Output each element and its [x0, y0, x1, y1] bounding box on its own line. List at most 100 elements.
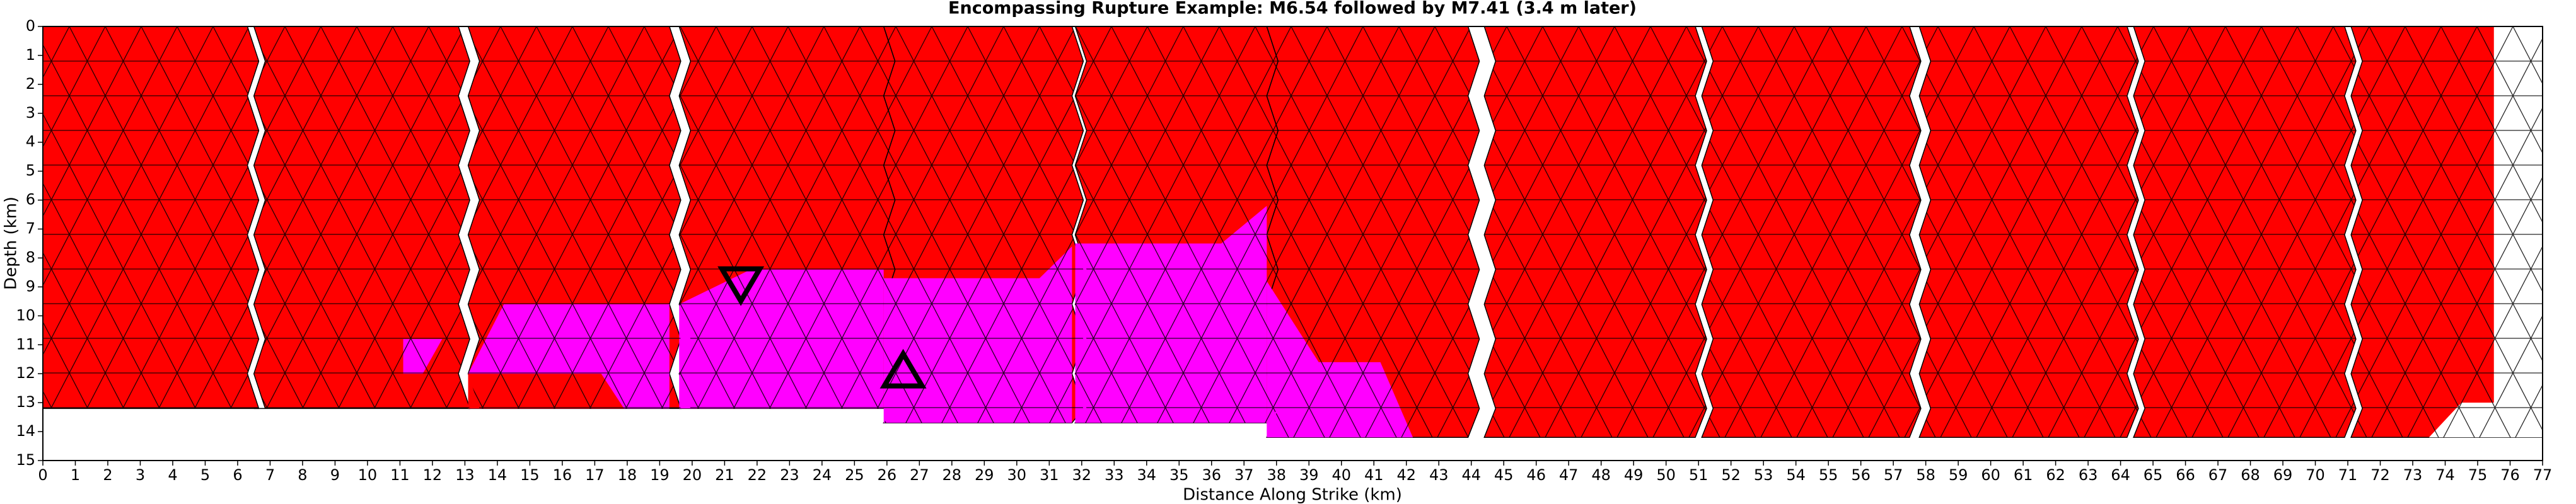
x-tick-label: 36	[1202, 466, 1221, 484]
mesh-line	[43, 26, 214, 438]
mesh-line	[814, 26, 1040, 438]
mesh-line	[2081, 26, 2307, 438]
x-tick-label: 71	[2338, 466, 2358, 484]
mesh-line	[1101, 26, 1328, 438]
mesh-line	[1784, 26, 2010, 438]
mesh-line	[895, 26, 1122, 438]
x-tick-label: 3	[136, 466, 145, 484]
mesh-line	[43, 26, 106, 438]
y-tick-label: 5	[26, 162, 35, 180]
x-tick-label: 52	[1721, 466, 1741, 484]
x-tick-label: 28	[943, 466, 962, 484]
mesh-line	[572, 26, 798, 438]
x-tick-label: 56	[1851, 466, 1871, 484]
y-tick-label: 6	[26, 191, 35, 209]
mesh-line	[43, 26, 151, 438]
mesh-line	[2153, 26, 2379, 438]
mesh-line	[2440, 26, 2543, 438]
mesh-line	[1183, 26, 1409, 438]
x-tick-label: 39	[1299, 466, 1319, 484]
fault-segment	[2133, 26, 2357, 438]
x-tick-label: 62	[2046, 466, 2065, 484]
mesh-line	[95, 26, 322, 438]
mesh-line	[2323, 26, 2543, 438]
x-tick-label: 68	[2241, 466, 2260, 484]
mesh-line	[2144, 26, 2370, 438]
mesh-line	[1973, 26, 2200, 438]
mesh-line	[1030, 26, 1256, 438]
mesh-line	[1892, 26, 2118, 438]
mesh-line	[59, 26, 286, 438]
mesh-line	[2369, 26, 2543, 438]
mesh-line	[931, 26, 1157, 438]
mesh-line	[2009, 26, 2236, 438]
mesh-line	[706, 26, 932, 438]
x-tick-label: 76	[2500, 466, 2520, 484]
mesh-line	[742, 26, 968, 438]
x-tick-label: 1	[71, 466, 80, 484]
mesh-line	[1398, 26, 1625, 438]
x-tick-label: 66	[2176, 466, 2195, 484]
mesh-line	[1748, 26, 1975, 438]
x-tick-label: 69	[2273, 466, 2293, 484]
rupture-patch	[1075, 205, 1267, 423]
mesh-line	[2036, 26, 2262, 438]
x-tick-label: 29	[975, 466, 994, 484]
mesh-line	[823, 26, 1050, 438]
x-tick-label: 67	[2208, 466, 2228, 484]
mesh-line	[248, 26, 475, 438]
mesh-line	[2251, 26, 2478, 438]
mesh-line	[670, 26, 896, 438]
mesh-line	[1928, 26, 2154, 438]
mesh-line	[1758, 26, 1984, 438]
x-tick-label: 13	[455, 466, 475, 484]
mesh-line	[1497, 26, 1723, 438]
x-tick-label: 60	[1981, 466, 2000, 484]
mesh-line	[131, 26, 357, 438]
x-tick-label: 63	[2079, 466, 2098, 484]
x-tick-label: 70	[2306, 466, 2325, 484]
mesh-line	[1856, 26, 2082, 438]
x-tick-label: 16	[553, 466, 572, 484]
mesh-line	[239, 26, 465, 438]
x-tick-label: 72	[2370, 466, 2390, 484]
x-tick-label: 17	[585, 466, 605, 484]
mesh-line	[320, 26, 547, 438]
x-tick-label: 15	[520, 466, 540, 484]
mesh-line	[1604, 26, 1831, 438]
mesh-line	[43, 26, 187, 438]
x-tick-label: 24	[813, 466, 832, 484]
rupture-patch	[2428, 26, 2543, 438]
x-tick-label: 53	[1754, 466, 1773, 484]
mesh-line	[1865, 26, 2092, 438]
mesh-line	[203, 26, 429, 438]
x-tick-label: 19	[650, 466, 670, 484]
x-tick-label: 22	[748, 466, 767, 484]
mesh-line	[608, 26, 834, 438]
mesh-line	[1686, 26, 1912, 438]
x-tick-label: 59	[1949, 466, 1968, 484]
x-tick-label: 42	[1396, 466, 1416, 484]
mesh-line	[1425, 26, 1651, 438]
mesh-line	[1003, 26, 1229, 438]
mesh-line	[2467, 26, 2543, 438]
x-tick-label: 35	[1169, 466, 1189, 484]
hypocenter-marker	[879, 348, 927, 389]
y-tick-label: 12	[16, 364, 35, 382]
x-axis-label: Distance Along Strike (km)	[1183, 486, 1402, 504]
x-tick-label: 41	[1364, 466, 1384, 484]
rupture-patch	[883, 246, 1072, 423]
mesh-line	[1326, 26, 1553, 438]
x-tick-label: 49	[1624, 466, 1644, 484]
x-tick-label: 25	[845, 466, 864, 484]
mesh-line	[43, 26, 259, 438]
x-tick-label: 46	[1526, 466, 1546, 484]
y-axis-label: Depth (km)	[2, 197, 21, 290]
mesh-line	[1901, 26, 2128, 438]
y-tick-label: 10	[16, 306, 35, 324]
x-tick-label: 40	[1332, 466, 1351, 484]
mesh-line	[2359, 26, 2543, 438]
mesh-line	[1722, 26, 1948, 438]
mesh-line	[1614, 26, 1840, 438]
